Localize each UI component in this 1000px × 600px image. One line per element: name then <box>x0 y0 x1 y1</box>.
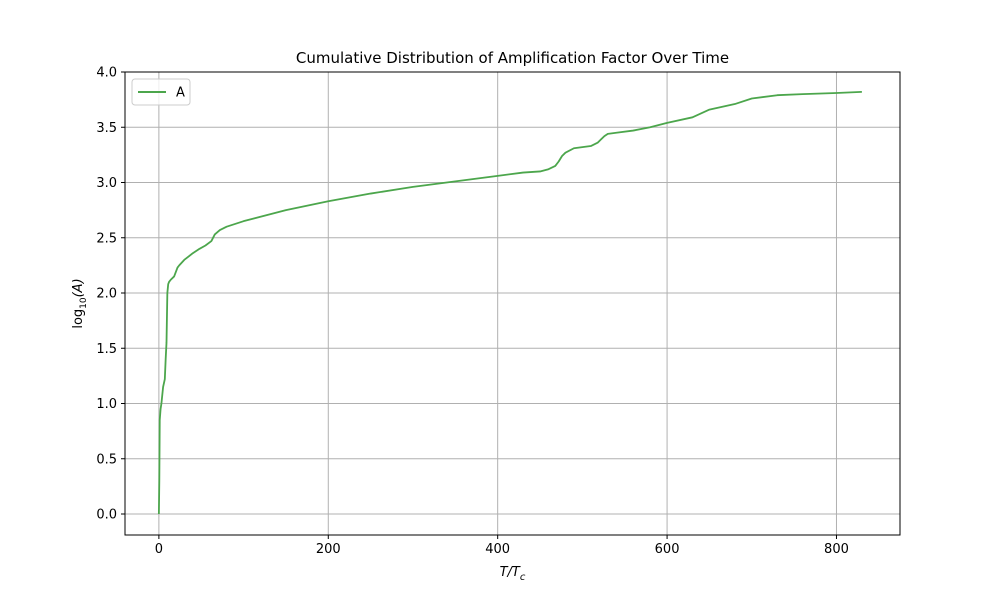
x-tick-label: 200 <box>316 542 341 557</box>
y-tick-label: 1.0 <box>96 397 117 412</box>
x-axis-label: T/Tc <box>500 565 526 583</box>
y-tick-label: 0.5 <box>96 452 117 467</box>
y-tick-label: 2.5 <box>96 231 117 246</box>
x-axis-label-base: T/T <box>500 565 521 580</box>
x-axis-label-sub: c <box>520 572 526 583</box>
plot-area <box>157 90 862 515</box>
legend: A <box>131 78 191 106</box>
x-tick-label: 0 <box>155 542 163 557</box>
y-axis-label-sub: 10 <box>79 297 89 309</box>
chart-title: Cumulative Distribution of Amplification… <box>296 49 729 67</box>
y-axis-label: log10(A) <box>71 278 89 328</box>
y-tick-label: 3.5 <box>96 121 117 136</box>
y-tick-label: 4.0 <box>96 66 117 81</box>
y-tick-label: 3.0 <box>96 176 117 191</box>
plot-frame <box>124 71 901 536</box>
x-tick-label: 600 <box>655 542 680 557</box>
series-line-A <box>157 90 862 515</box>
y-tick-label: 2.0 <box>96 287 117 302</box>
y-tick-label: 1.5 <box>96 342 117 357</box>
x-tick-label: 400 <box>485 542 510 557</box>
legend-label-A: A <box>176 86 185 101</box>
ticks: 0 200 400 600 800 0.0 0.5 1.0 1.5 2.0 2.5 3.0 3.5 4.0 <box>96 66 849 558</box>
x-tick-label: 800 <box>824 542 849 557</box>
y-axis-label-prefix: log <box>71 309 86 329</box>
y-tick-label: 0.0 <box>96 508 117 523</box>
y-axis-label-suffix: (A) <box>71 278 86 297</box>
